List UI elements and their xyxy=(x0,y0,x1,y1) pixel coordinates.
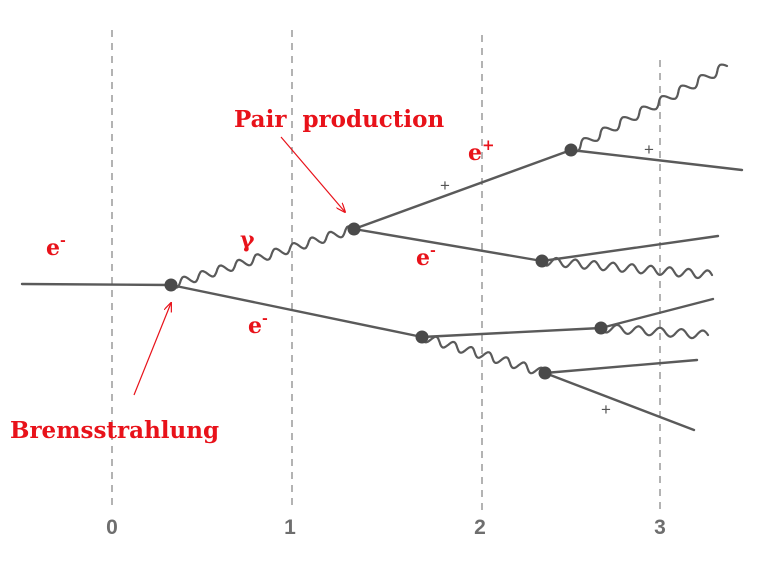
pair-production-arrow xyxy=(280,136,345,212)
electron-track-3 xyxy=(540,234,720,263)
plus-marker-2: + xyxy=(644,140,654,159)
electron-track-4 xyxy=(420,326,603,339)
plus-marker-3: + xyxy=(601,400,611,419)
positron-track-1 xyxy=(352,148,573,231)
vertex-upper xyxy=(564,143,578,157)
positron-label: e+ xyxy=(468,136,495,166)
photon-lower-2 xyxy=(599,323,710,340)
vertex-bottom xyxy=(538,366,552,380)
electron-superscript: - xyxy=(60,233,66,249)
vertex-bremsstrahlung xyxy=(164,278,178,292)
photon-mid xyxy=(540,256,714,280)
gamma-label: γ xyxy=(240,227,255,253)
electron-superscript: - xyxy=(430,243,436,259)
electron-symbol: e xyxy=(46,235,60,261)
vertex-pair-production xyxy=(347,222,361,236)
photon-group xyxy=(169,63,729,375)
bremsstrahlung-arrow xyxy=(133,303,171,396)
bremsstrahlung-label: Bremsstrahlung xyxy=(10,417,219,444)
vertex-middle xyxy=(535,254,549,268)
positron-superscript: + xyxy=(482,136,495,154)
axis-tick-3: 3 xyxy=(654,516,666,539)
pair-production-label: Pair production xyxy=(234,106,445,133)
photon-top xyxy=(569,63,729,153)
positron-symbol: e xyxy=(468,140,482,166)
axis-tick-2: 2 xyxy=(474,516,486,539)
electron-track-5 xyxy=(599,297,715,330)
electron-label-lower: e- xyxy=(248,311,268,339)
electron-track-6 xyxy=(543,358,699,375)
photon-lower-1 xyxy=(420,335,547,375)
vertex-lower-left xyxy=(415,330,429,344)
electron-track-2 xyxy=(352,227,544,263)
electron-symbol: e xyxy=(248,313,262,339)
incoming-electron-track xyxy=(20,282,173,287)
incoming-electron-label: e- xyxy=(46,233,66,261)
plus-marker-1: + xyxy=(440,176,450,195)
axis-tick-0: 0 xyxy=(106,516,118,539)
electron-symbol: e xyxy=(416,245,430,271)
electron-label-pair: e- xyxy=(416,243,436,271)
photon-gamma-1 xyxy=(169,225,356,289)
positron-track-3 xyxy=(543,371,696,432)
electron-track-1 xyxy=(169,283,424,339)
vertex-lower-right xyxy=(594,321,608,335)
positron-track-2 xyxy=(569,148,744,172)
axis-tick-1: 1 xyxy=(284,516,296,539)
electron-superscript: - xyxy=(262,311,268,327)
